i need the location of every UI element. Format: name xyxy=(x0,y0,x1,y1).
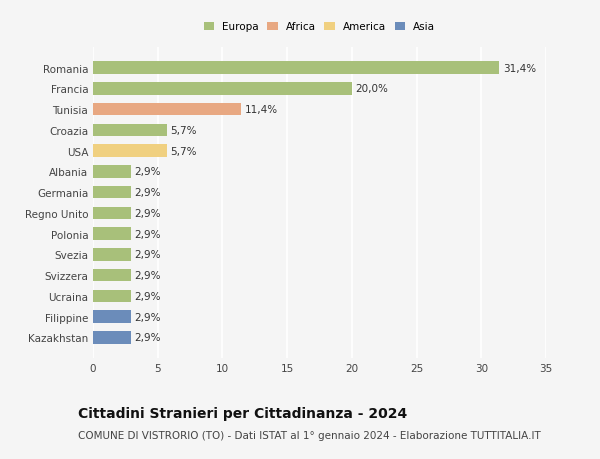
Text: 2,9%: 2,9% xyxy=(134,312,161,322)
Text: 2,9%: 2,9% xyxy=(134,229,161,239)
Text: 2,9%: 2,9% xyxy=(134,333,161,343)
Text: 5,7%: 5,7% xyxy=(170,146,197,157)
Text: Cittadini Stranieri per Cittadinanza - 2024: Cittadini Stranieri per Cittadinanza - 2… xyxy=(78,406,407,420)
Bar xyxy=(93,269,131,282)
Text: 2,9%: 2,9% xyxy=(134,291,161,301)
Bar xyxy=(93,249,131,261)
Bar xyxy=(93,290,131,302)
Bar xyxy=(93,228,131,241)
Text: 2,9%: 2,9% xyxy=(134,271,161,280)
Text: 20,0%: 20,0% xyxy=(356,84,389,94)
Text: 11,4%: 11,4% xyxy=(244,105,278,115)
Bar xyxy=(93,62,499,75)
Text: 31,4%: 31,4% xyxy=(503,63,536,73)
Bar xyxy=(93,207,131,220)
Text: 5,7%: 5,7% xyxy=(170,126,197,135)
Text: 2,9%: 2,9% xyxy=(134,250,161,260)
Text: COMUNE DI VISTRORIO (TO) - Dati ISTAT al 1° gennaio 2024 - Elaborazione TUTTITAL: COMUNE DI VISTRORIO (TO) - Dati ISTAT al… xyxy=(78,430,541,440)
Bar xyxy=(93,104,241,116)
Bar xyxy=(93,124,167,137)
Bar xyxy=(93,166,131,178)
Text: 2,9%: 2,9% xyxy=(134,167,161,177)
Text: 2,9%: 2,9% xyxy=(134,188,161,198)
Bar xyxy=(93,311,131,323)
Bar xyxy=(93,186,131,199)
Legend: Europa, Africa, America, Asia: Europa, Africa, America, Asia xyxy=(203,22,436,33)
Text: 2,9%: 2,9% xyxy=(134,208,161,218)
Bar xyxy=(93,83,352,95)
Bar xyxy=(93,331,131,344)
Bar xyxy=(93,145,167,157)
